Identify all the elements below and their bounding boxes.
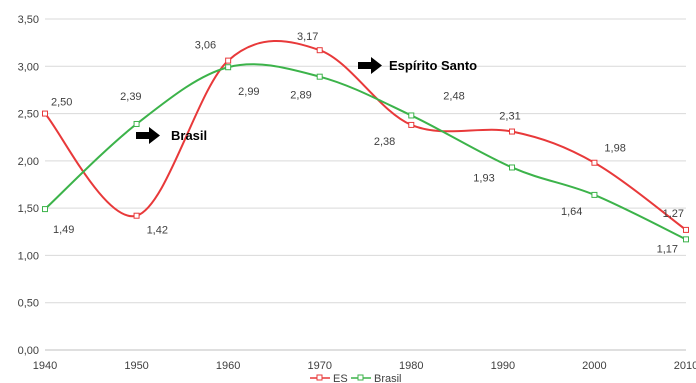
- y-tick-label: 0,00: [18, 345, 39, 357]
- x-tick-label: 1940: [33, 360, 57, 372]
- data-label: 1,42: [147, 225, 168, 237]
- y-tick-label: 1,00: [18, 250, 39, 262]
- data-point: [133, 120, 140, 127]
- data-label: 2,39: [120, 91, 141, 103]
- data-label: 2,31: [499, 111, 520, 123]
- data-label: 1,98: [604, 143, 625, 155]
- data-point: [42, 110, 48, 117]
- legend-item-es: ES: [310, 373, 348, 383]
- data-label: 3,06: [195, 40, 216, 52]
- y-tick-label: 3,50: [18, 14, 39, 26]
- data-point: [225, 57, 232, 64]
- data-point: [509, 164, 516, 171]
- legend-item-brasil: Brasil: [351, 373, 402, 383]
- annotation-label: Espírito Santo: [389, 58, 477, 73]
- data-point: [683, 236, 689, 243]
- legend-label: ES: [333, 373, 348, 383]
- x-tick-label: 1970: [307, 360, 331, 372]
- data-point: [591, 191, 598, 198]
- y-tick-label: 2,00: [18, 156, 39, 168]
- legend: ES Brasil: [310, 373, 402, 383]
- annotation-label: Brasil: [171, 128, 207, 143]
- x-tick-label: 1960: [216, 360, 240, 372]
- x-tick-label: 1980: [399, 360, 423, 372]
- data-point: [316, 47, 323, 54]
- data-label: 1,27: [663, 208, 684, 220]
- y-tick-label: 0,50: [18, 298, 39, 310]
- series-lines: [44, 40, 687, 241]
- data-point: [408, 121, 415, 128]
- annotation-brasil: Brasil: [136, 127, 207, 144]
- data-point: [225, 64, 232, 71]
- y-axis-ticks: 0,00 0,50 1,00 1,50 2,00 2,50 3,00 3,50: [18, 14, 39, 357]
- data-point: [42, 206, 48, 213]
- data-point: [509, 128, 516, 135]
- x-tick-label: 1990: [491, 360, 515, 372]
- y-tick-label: 3,00: [18, 61, 39, 73]
- data-point: [133, 212, 140, 219]
- legend-label: Brasil: [374, 373, 402, 383]
- data-label: 2,89: [290, 90, 311, 102]
- series-markers: [42, 47, 689, 243]
- data-label: 2,48: [443, 90, 464, 102]
- data-label: 1,49: [53, 224, 74, 236]
- data-point: [316, 73, 323, 80]
- data-point: [408, 112, 415, 119]
- data-label: 1,64: [561, 206, 582, 218]
- gridlines: [45, 18, 686, 351]
- annotation-espirito-santo: Espírito Santo: [358, 57, 477, 74]
- data-labels: 2,50 1,42 3,06 3,17 2,38 2,31 1,98 1,27 1,49 2,39…: [51, 31, 684, 255]
- data-label: 2,99: [238, 86, 259, 98]
- data-label: 2,50: [51, 97, 72, 109]
- arrow-right-icon: [136, 127, 160, 144]
- x-tick-label: 2010: [674, 360, 696, 372]
- data-point: [683, 226, 689, 233]
- data-label: 1,93: [473, 172, 494, 184]
- x-tick-label: 1950: [124, 360, 148, 372]
- data-point: [591, 159, 598, 166]
- data-label: 3,17: [297, 31, 318, 43]
- arrow-right-icon: [358, 57, 382, 74]
- x-axis-ticks: 1940 1950 1960 1970 1980 1990 2000 2010: [33, 360, 696, 372]
- data-label: 1,17: [657, 243, 678, 255]
- y-tick-label: 1,50: [18, 203, 39, 215]
- data-label: 2,38: [374, 136, 395, 148]
- y-tick-label: 2,50: [18, 109, 39, 121]
- x-tick-label: 2000: [582, 360, 606, 372]
